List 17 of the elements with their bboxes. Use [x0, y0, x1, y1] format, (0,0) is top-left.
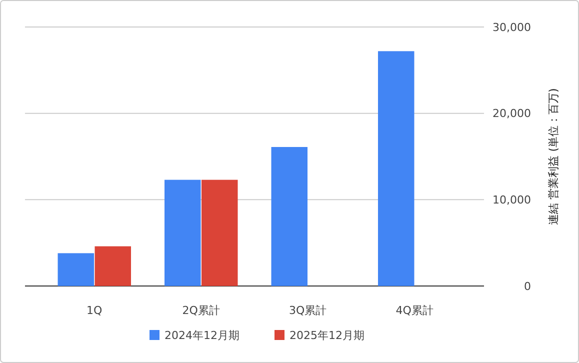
x-tick-label: 4Q累計 [396, 304, 434, 317]
bar [58, 253, 94, 286]
y-tick-label: 30,000 [492, 20, 531, 34]
bar [202, 180, 238, 286]
bar [271, 147, 308, 286]
y-tick-label: 20,000 [492, 107, 531, 120]
bar [94, 246, 132, 286]
bar [164, 180, 201, 286]
y-tick-label: 0 [524, 280, 531, 293]
y-axis-title: 連結 営業利益 (単位：百万) [547, 88, 560, 225]
legend-label: 2024年12月期 [164, 328, 240, 342]
y-tick-label: 10,000 [492, 194, 531, 207]
x-tick-label: 1Q [86, 304, 103, 317]
legend-label: 2025年12月期 [290, 328, 364, 342]
bar [378, 51, 414, 286]
x-tick-label: 3Q累計 [289, 304, 327, 317]
x-tick-label: 2Q累計 [182, 304, 220, 317]
